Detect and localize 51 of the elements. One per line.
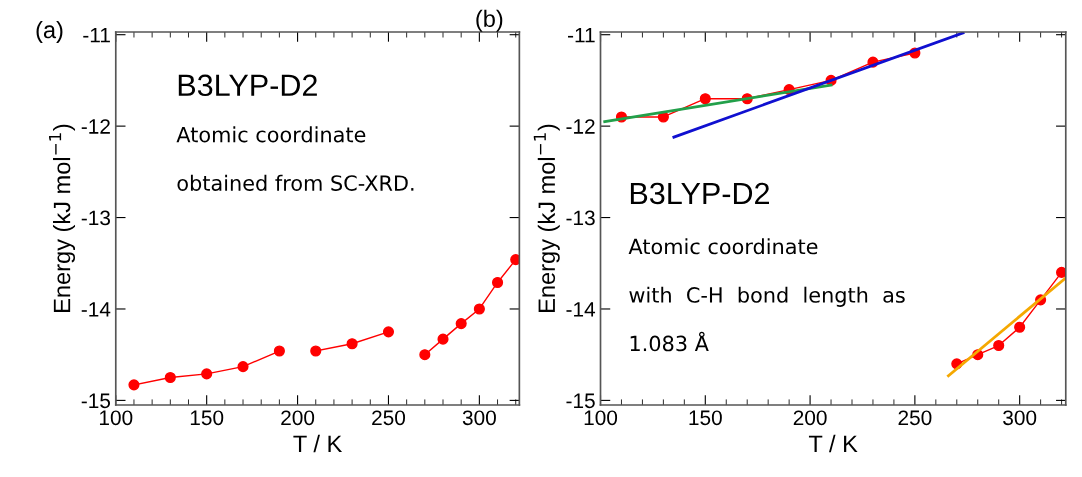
- point: [237, 361, 249, 373]
- y-tick-label: -13: [81, 210, 110, 226]
- point: [346, 338, 358, 350]
- y-tick-label: -11: [83, 27, 110, 43]
- annotation: Atomic coordinate: [176, 126, 366, 143]
- point: [164, 371, 176, 384]
- y-tick-label: -15: [81, 393, 111, 409]
- point: [437, 333, 449, 345]
- y-axis-title: Energy (kJ mol$^{−1}$): [533, 124, 560, 312]
- x-tick-label: 100: [584, 410, 618, 426]
- y-tick-label: -12: [566, 119, 595, 134]
- annotation: Atomic coordinate: [628, 238, 818, 255]
- point: [273, 345, 285, 357]
- x-tick-label: 200: [281, 410, 315, 426]
- point: [510, 254, 520, 266]
- annotation: B3LYP-D2: [630, 182, 769, 205]
- point: [473, 303, 485, 315]
- x-tick-label: 250: [898, 410, 932, 426]
- annotation: with C-H bond length as: [629, 286, 905, 307]
- point: [382, 326, 395, 338]
- point: [1014, 321, 1026, 333]
- point: [128, 379, 140, 391]
- annotation: B3LYP-D2: [178, 74, 317, 97]
- x-tick-label: 200: [793, 410, 827, 426]
- point: [419, 349, 431, 361]
- y-tick-label: -14: [81, 302, 111, 317]
- x-tick-label: 150: [689, 410, 722, 426]
- point: [455, 318, 467, 330]
- annotation: obtained from SC-XRD.: [177, 174, 414, 191]
- x-tick-label: 300: [462, 410, 496, 426]
- y-tick-label: -14: [566, 302, 596, 317]
- y-tick-label: -13: [566, 210, 595, 226]
- point: [699, 93, 711, 105]
- y-tick-label: -11: [568, 27, 595, 43]
- x-tick-label: 300: [1003, 410, 1037, 426]
- point: [491, 276, 504, 289]
- y-axis-title: Energy (kJ mol$^{−1}$): [49, 124, 76, 312]
- x-tick-label: 100: [99, 410, 133, 426]
- y-tick-label: -15: [566, 393, 595, 409]
- point: [1056, 266, 1066, 278]
- text: (b): [476, 9, 503, 32]
- text: (a): [36, 20, 63, 43]
- x-axis-title: T / K: [808, 434, 858, 453]
- y-tick-label: -12: [81, 119, 110, 134]
- annotation: 1.083 Å: [630, 331, 709, 352]
- point: [201, 368, 213, 380]
- x-tick-label: 150: [190, 410, 224, 426]
- x-axis-title: T / K: [293, 434, 343, 453]
- x-tick-label: 250: [372, 410, 406, 426]
- point: [993, 339, 1005, 352]
- point: [310, 345, 322, 357]
